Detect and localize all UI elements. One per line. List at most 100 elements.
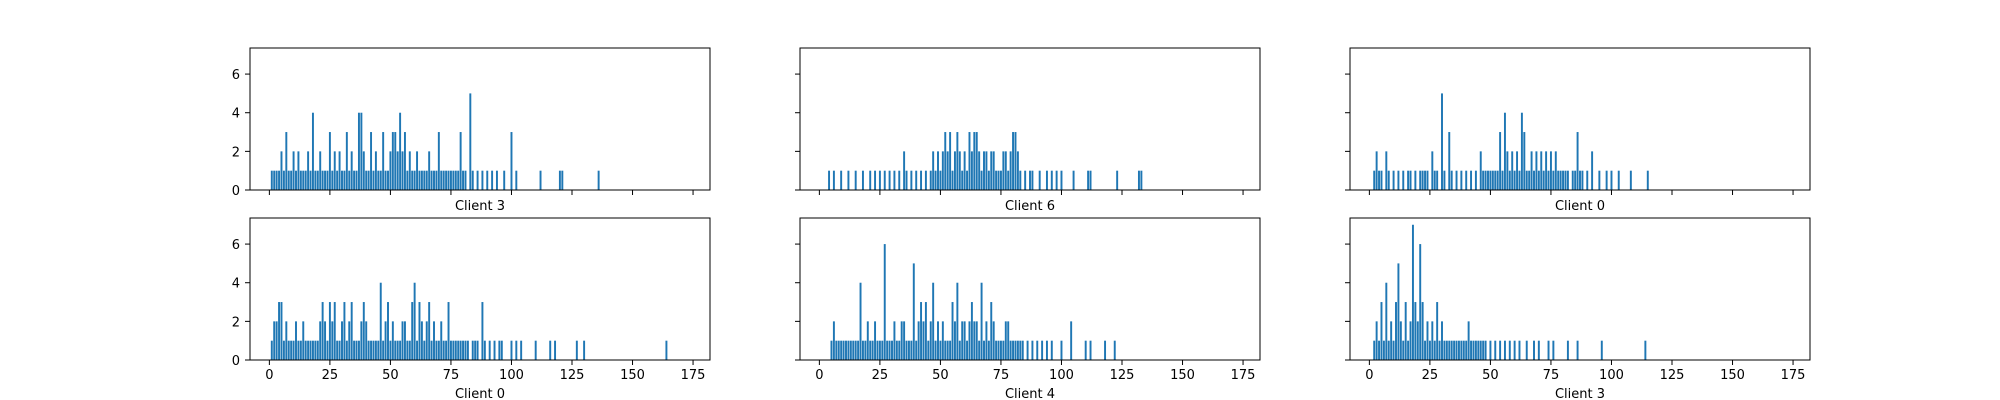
bar	[1414, 302, 1417, 360]
bar	[515, 340, 518, 360]
bar	[1535, 151, 1538, 190]
bar	[999, 170, 1002, 190]
bar	[927, 340, 930, 360]
y-tick-label: 0	[232, 184, 240, 199]
bar	[273, 170, 276, 190]
bar	[399, 340, 402, 360]
bar	[1426, 321, 1429, 360]
bar	[932, 151, 935, 190]
bar	[970, 302, 973, 360]
bar	[1562, 170, 1565, 190]
bar	[333, 151, 336, 190]
bar	[520, 340, 523, 360]
bar	[1462, 340, 1465, 360]
bar	[983, 151, 985, 190]
bar	[365, 321, 368, 360]
bar	[944, 340, 947, 360]
bar	[1419, 244, 1422, 360]
bar	[946, 340, 949, 360]
bar	[372, 340, 375, 360]
bar	[934, 340, 937, 360]
bar	[997, 340, 1000, 360]
bar	[1426, 170, 1429, 190]
x-tick-label: 150	[1170, 368, 1195, 383]
bar	[915, 340, 918, 360]
bar	[493, 340, 496, 360]
bar	[1026, 340, 1029, 360]
bar	[362, 302, 365, 360]
bar	[459, 340, 462, 360]
bar	[1477, 340, 1480, 360]
bar	[469, 93, 472, 190]
bar	[1055, 170, 1058, 190]
bar	[1600, 340, 1603, 360]
bar	[321, 170, 324, 190]
bar	[840, 170, 843, 190]
bar	[464, 170, 467, 190]
bar	[1387, 340, 1390, 360]
bar	[316, 170, 319, 190]
y-tick-label: 2	[232, 145, 240, 160]
bar	[1489, 340, 1492, 360]
bar	[1547, 340, 1550, 360]
bar	[944, 132, 947, 190]
bar	[951, 302, 954, 360]
bar	[1089, 340, 1092, 360]
subplot-5: 0 25 50 75 100 125 150 175 Client 4	[795, 217, 1261, 400]
bar	[1472, 340, 1475, 360]
x-tick-label: 25	[322, 368, 339, 383]
bar	[454, 170, 457, 190]
bar	[1024, 170, 1027, 190]
bar	[454, 340, 457, 360]
bar	[968, 132, 971, 190]
bar	[891, 340, 893, 360]
bar	[1009, 340, 1012, 360]
bar	[391, 132, 394, 190]
bar	[888, 170, 891, 190]
bar	[1528, 170, 1531, 190]
bar	[440, 170, 443, 190]
y-tick-label: 4	[232, 277, 240, 292]
bar	[1113, 340, 1116, 360]
bar	[384, 321, 387, 360]
bar	[430, 170, 433, 190]
bar	[1525, 170, 1528, 190]
bar	[1617, 170, 1620, 190]
bar	[949, 340, 952, 360]
bar	[985, 321, 988, 360]
bar	[1428, 340, 1431, 360]
bar	[900, 321, 903, 360]
bar	[464, 340, 467, 360]
bar	[1470, 340, 1473, 360]
bar	[1576, 132, 1579, 190]
bar	[379, 282, 382, 360]
bar	[413, 170, 416, 190]
bar	[319, 321, 322, 360]
x-tick-label: 25	[1422, 368, 1439, 383]
x-tick-label: 75	[1543, 368, 1560, 383]
bar	[835, 340, 838, 360]
x-axis-label: Client 6	[1005, 199, 1055, 214]
bar	[442, 170, 445, 190]
bar	[1448, 340, 1451, 360]
bar	[968, 321, 971, 360]
bar	[842, 340, 845, 360]
bar	[963, 321, 966, 360]
x-tick-label: 150	[620, 368, 645, 383]
bar	[411, 170, 414, 190]
bar	[869, 340, 872, 360]
bar	[295, 321, 297, 360]
bar	[992, 151, 995, 190]
bar	[314, 170, 317, 190]
bar	[275, 321, 278, 360]
bar	[849, 340, 852, 360]
bar	[997, 170, 1000, 190]
bar	[597, 170, 600, 190]
bar	[331, 170, 334, 190]
bar	[1518, 340, 1521, 360]
bar	[396, 151, 399, 190]
bar	[966, 170, 969, 190]
bar	[1373, 170, 1376, 190]
bar	[1050, 170, 1053, 190]
